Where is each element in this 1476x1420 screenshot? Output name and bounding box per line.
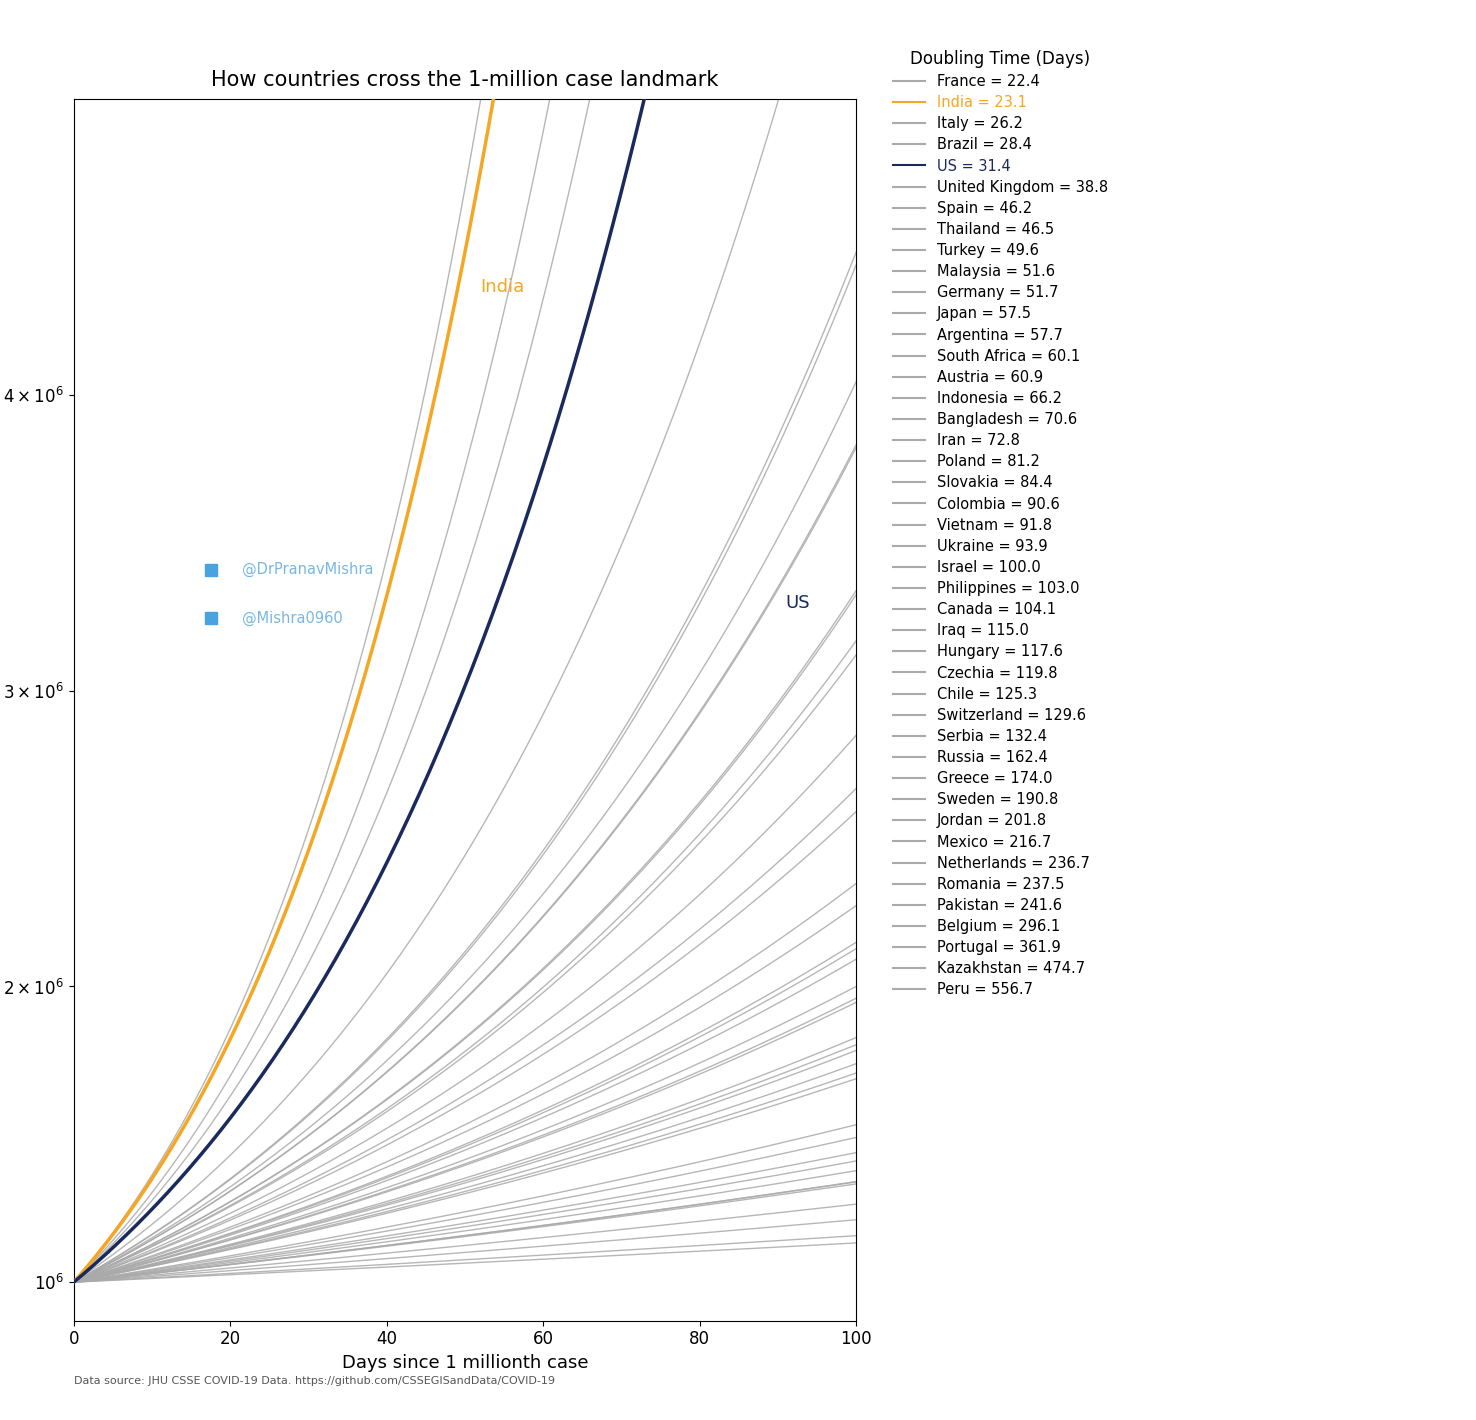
Legend: France = 22.4, India = 23.1, Italy = 26.2, Brazil = 28.4, US = 31.4, United King: France = 22.4, India = 23.1, Italy = 26.…	[893, 50, 1108, 997]
Text: @Mishra0960: @Mishra0960	[242, 611, 342, 626]
Text: Data source: JHU CSSE COVID-19 Data. https://github.com/CSSEGISandData/COVID-19: Data source: JHU CSSE COVID-19 Data. htt…	[74, 1376, 555, 1386]
Text: India: India	[481, 277, 525, 295]
Text: @DrPranavMishra: @DrPranavMishra	[242, 562, 373, 577]
X-axis label: Days since 1 millionth case: Days since 1 millionth case	[341, 1353, 589, 1372]
Text: US: US	[785, 594, 810, 612]
Title: How countries cross the 1-million case landmark: How countries cross the 1-million case l…	[211, 70, 719, 89]
